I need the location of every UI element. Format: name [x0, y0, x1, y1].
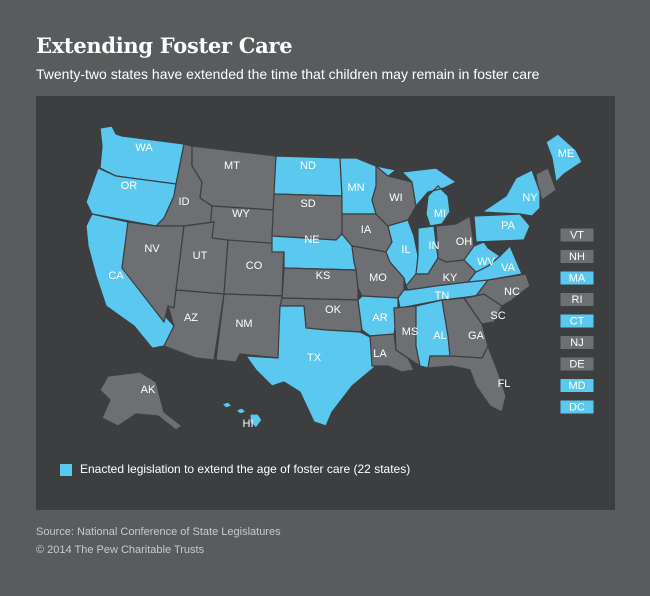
state-label-oh: OH: [456, 236, 473, 248]
state-label-az: AZ: [184, 312, 198, 324]
state-label-ia: IA: [361, 224, 372, 236]
state-label-mo: MO: [369, 272, 387, 284]
state-shapes: [85, 125, 583, 431]
state-label-pa: PA: [501, 220, 516, 232]
state-label-la: LA: [373, 348, 387, 360]
state-shape-la[interactable]: [369, 333, 415, 373]
small-state-box-de[interactable]: [559, 356, 595, 372]
state-label-mt: MT: [224, 160, 240, 172]
state-label-nm: NM: [235, 318, 252, 330]
state-label-wy: WY: [232, 208, 250, 220]
state-label-or: OR: [121, 180, 138, 192]
state-label-mn: MN: [347, 182, 364, 194]
state-label-in: IN: [429, 240, 440, 252]
us-map: WA OR CA ID NV MT WY UT AZ CO NM ND SD NE KS OK TX MN IA MO…: [85, 125, 595, 431]
state-shape-ks[interactable]: [281, 267, 359, 301]
state-label-ms: MS: [402, 326, 419, 338]
legend-swatch: [60, 464, 72, 476]
small-state-label-nh: NH: [569, 251, 585, 263]
state-label-il: IL: [401, 244, 410, 256]
state-label-nc: NC: [504, 286, 520, 298]
state-label-nv: NV: [144, 243, 160, 255]
small-state-label-nj: NJ: [570, 337, 583, 349]
state-label-ny: NY: [522, 192, 538, 204]
state-shape-fl[interactable]: [427, 344, 507, 413]
state-shape-ny[interactable]: [480, 169, 541, 217]
state-label-sc: SC: [490, 310, 505, 322]
state-label-va: VA: [501, 262, 516, 274]
state-labels: WA OR CA ID NV MT WY UT AZ CO NM ND SD NE KS OK TX MN IA MO…: [108, 142, 574, 430]
small-state-box-dc[interactable]: [559, 399, 595, 415]
small-state-label-ri: RI: [572, 294, 583, 306]
state-label-al: AL: [433, 330, 446, 342]
state-label-ks: KS: [316, 270, 331, 282]
state-label-mi: MI: [434, 208, 446, 220]
small-state-box-vt[interactable]: [559, 227, 595, 243]
state-label-ga: GA: [468, 330, 485, 342]
state-label-tn: TN: [435, 290, 450, 302]
state-label-co: CO: [246, 260, 263, 272]
small-state-box-ct[interactable]: [559, 313, 595, 329]
state-label-id: ID: [179, 196, 190, 208]
small-state-box-nh[interactable]: [559, 249, 595, 264]
state-label-wi: WI: [389, 192, 402, 204]
small-state-label-de: DE: [569, 358, 584, 370]
state-label-nd: ND: [300, 160, 316, 172]
copyright-note: © 2014 The Pew Charitable Trusts: [36, 544, 205, 556]
small-state-box-md[interactable]: [559, 378, 595, 393]
state-label-hi: HI: [243, 418, 254, 430]
small-state-label-md: MD: [568, 380, 585, 392]
page-subtitle: Twenty-two states have extended the time…: [36, 66, 540, 82]
state-shape-mi[interactable]: [400, 167, 458, 227]
state-label-ky: KY: [443, 272, 458, 284]
state-shape-ak[interactable]: [99, 371, 184, 431]
state-shape-wv[interactable]: [463, 241, 502, 273]
source-note: Source: National Conference of State Leg…: [36, 526, 281, 538]
small-state-label-ct: CT: [570, 315, 585, 327]
state-label-sd: SD: [300, 198, 315, 210]
state-label-wa: WA: [135, 142, 153, 154]
state-shape-pa[interactable]: [473, 213, 531, 243]
state-label-ca: CA: [108, 270, 124, 282]
map-panel: WA OR CA ID NV MT WY UT AZ CO NM ND SD NE KS OK TX MN IA MO…: [36, 96, 615, 510]
state-label-tx: TX: [307, 352, 322, 364]
state-shape-me[interactable]: [545, 133, 583, 184]
state-label-ok: OK: [325, 304, 342, 316]
state-shape-az[interactable]: [163, 289, 225, 361]
state-label-fl: FL: [498, 378, 511, 390]
small-state-box-ri[interactable]: [559, 292, 595, 307]
state-label-me: ME: [558, 148, 575, 160]
page-title: Extending Foster Care: [36, 33, 293, 58]
small-state-box-nj[interactable]: [559, 335, 595, 350]
small-state-label-vt: VT: [570, 229, 584, 241]
state-shape-hi[interactable]: [220, 401, 263, 429]
small-state-label-dc: DC: [569, 401, 585, 413]
state-label-ne: NE: [304, 234, 319, 246]
state-shape-mt[interactable]: [191, 145, 277, 211]
state-shape-tx[interactable]: [244, 305, 377, 427]
state-label-ar: AR: [372, 312, 387, 324]
state-label-wv: WV: [477, 256, 495, 268]
state-label-ak: AK: [141, 384, 156, 396]
small-state-label-ma: MA: [569, 272, 586, 284]
small-state-box-ma[interactable]: [559, 270, 595, 286]
small-state-boxes: VT NH MA RI CT NJ DE MD DC: [559, 227, 595, 415]
state-label-ut: UT: [193, 250, 208, 262]
legend-label: Enacted legislation to extend the age of…: [80, 462, 411, 476]
